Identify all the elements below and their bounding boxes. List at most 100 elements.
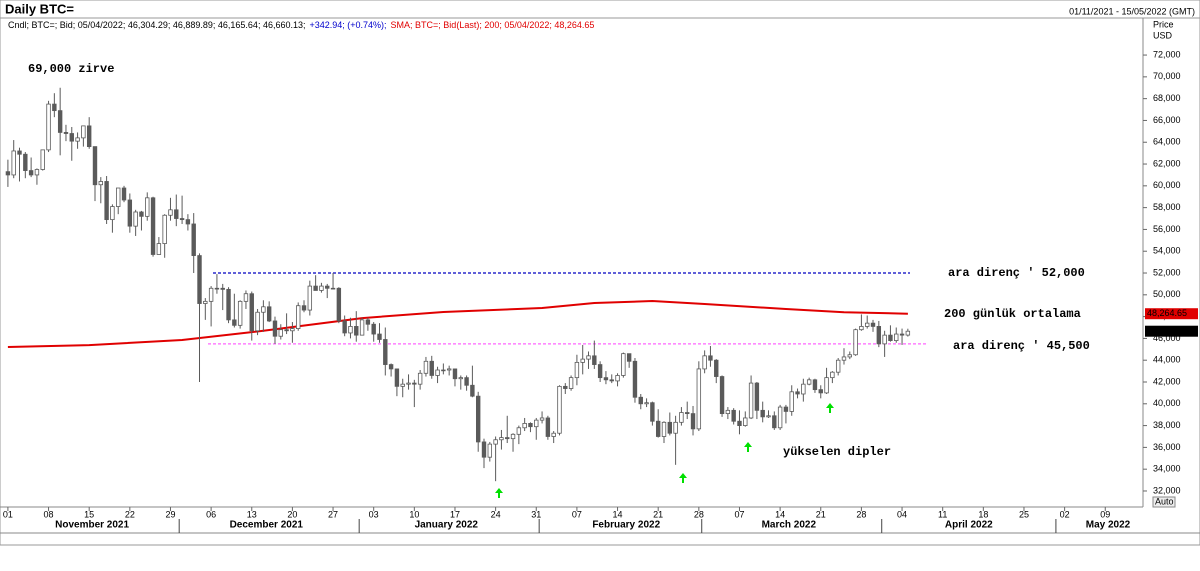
y-tick-label: 40,000 xyxy=(1153,398,1181,408)
candle-body xyxy=(806,379,812,385)
month-label: March 2022 xyxy=(762,520,817,531)
x-tick-label: 21 xyxy=(653,509,663,519)
candle-body xyxy=(307,285,313,311)
candle-body xyxy=(232,319,237,326)
candle-body xyxy=(470,384,475,397)
candle-body xyxy=(841,356,847,361)
candle-body xyxy=(615,375,620,382)
candle-body xyxy=(284,329,289,332)
scale-mode: Auto xyxy=(1155,496,1174,506)
month-label: November 2021 xyxy=(55,520,129,531)
candle-body xyxy=(487,443,493,458)
candle-body xyxy=(696,368,702,430)
x-tick-label: 07 xyxy=(734,509,744,519)
sma-last-label: 48,264.65 xyxy=(1147,308,1187,318)
candle-body xyxy=(899,333,905,336)
candle-body xyxy=(423,360,429,374)
candle-body xyxy=(98,181,104,186)
x-tick-label: 03 xyxy=(369,509,379,519)
candle-body xyxy=(568,377,574,389)
y-tick-label: 60,000 xyxy=(1153,180,1181,190)
candle-body xyxy=(702,355,707,370)
x-tick-label: 09 xyxy=(1100,509,1110,519)
candle-body xyxy=(847,354,852,358)
x-tick-label: 06 xyxy=(206,509,216,519)
candle-body xyxy=(586,355,591,360)
candle-body xyxy=(400,383,405,387)
y-tick-label: 54,000 xyxy=(1153,246,1181,256)
month-label: December 2021 xyxy=(230,520,304,531)
candle-body xyxy=(626,353,632,362)
candle-body xyxy=(40,149,45,170)
date-range: 01/11/2021 - 15/05/2022 (GMT) xyxy=(1069,6,1195,16)
candle-body xyxy=(319,285,324,291)
candle-body xyxy=(719,376,725,415)
y-tick-label: 42,000 xyxy=(1153,376,1181,386)
x-tick-label: 04 xyxy=(897,509,907,519)
candle-body xyxy=(505,437,510,440)
x-tick-label: 10 xyxy=(409,509,419,519)
y-axis-label: Price xyxy=(1153,19,1174,29)
arrow xyxy=(826,403,834,413)
candle-body xyxy=(534,419,539,428)
candle-body xyxy=(342,320,347,334)
candle-body xyxy=(748,382,754,419)
candle-body xyxy=(336,287,342,322)
candle-body xyxy=(638,396,643,405)
candle-body xyxy=(853,329,858,356)
candle-body xyxy=(661,421,667,437)
candle-body xyxy=(127,199,133,227)
candle-body xyxy=(406,382,411,385)
y-tick-label: 44,000 xyxy=(1153,355,1181,365)
candle-body xyxy=(394,368,400,387)
arrow xyxy=(495,488,503,498)
candle-body xyxy=(156,243,162,255)
candle-body xyxy=(121,187,127,201)
x-tick-label: 22 xyxy=(125,509,135,519)
candle-body xyxy=(179,218,185,221)
legend-item: Cndl; BTC=; Bid; 05/04/2022; 46,304.29; … xyxy=(8,20,305,30)
x-tick-label: 21 xyxy=(816,509,826,519)
candle-body xyxy=(859,326,864,331)
reference-label: ara direnç ' 52,000 xyxy=(948,266,1085,280)
y-tick-label: 62,000 xyxy=(1153,158,1181,168)
x-tick-label: 28 xyxy=(694,509,704,519)
x-tick-label: 07 xyxy=(572,509,582,519)
legend-item: +342.94; (+0.74%); xyxy=(309,20,386,30)
candle-body xyxy=(34,169,40,176)
candle-body xyxy=(185,219,191,225)
y-tick-label: 72,000 xyxy=(1153,49,1181,59)
candle-body xyxy=(203,300,208,304)
candle-body xyxy=(824,377,829,394)
candle-body xyxy=(86,125,92,147)
candle-body xyxy=(377,333,382,340)
candle-body xyxy=(162,214,167,244)
candle-body xyxy=(528,423,533,428)
close-last-label: 46,660.13 xyxy=(1147,326,1187,336)
candle-body xyxy=(882,334,887,345)
x-tick-label: 01 xyxy=(3,509,13,519)
candle-body xyxy=(545,417,551,437)
candle-body xyxy=(261,306,266,313)
candle-body xyxy=(348,326,353,334)
x-tick-label: 13 xyxy=(247,509,257,519)
candle-body xyxy=(772,415,777,429)
candle-body xyxy=(743,417,748,426)
arrows xyxy=(495,403,834,498)
y-tick-label: 36,000 xyxy=(1153,442,1181,452)
candle-body xyxy=(905,330,911,336)
x-tick-label: 27 xyxy=(328,509,338,519)
arrow xyxy=(679,473,687,483)
candle-body xyxy=(191,223,196,256)
candle-body xyxy=(354,326,359,336)
candle-body xyxy=(417,372,423,385)
candle-body xyxy=(830,371,835,379)
sma-line xyxy=(7,299,908,348)
candle-body xyxy=(522,423,527,429)
candle-body xyxy=(365,319,371,325)
x-tick-label: 14 xyxy=(613,509,623,519)
y-tick-label: 64,000 xyxy=(1153,137,1181,147)
candle-body xyxy=(168,209,173,216)
arrow xyxy=(744,442,752,452)
